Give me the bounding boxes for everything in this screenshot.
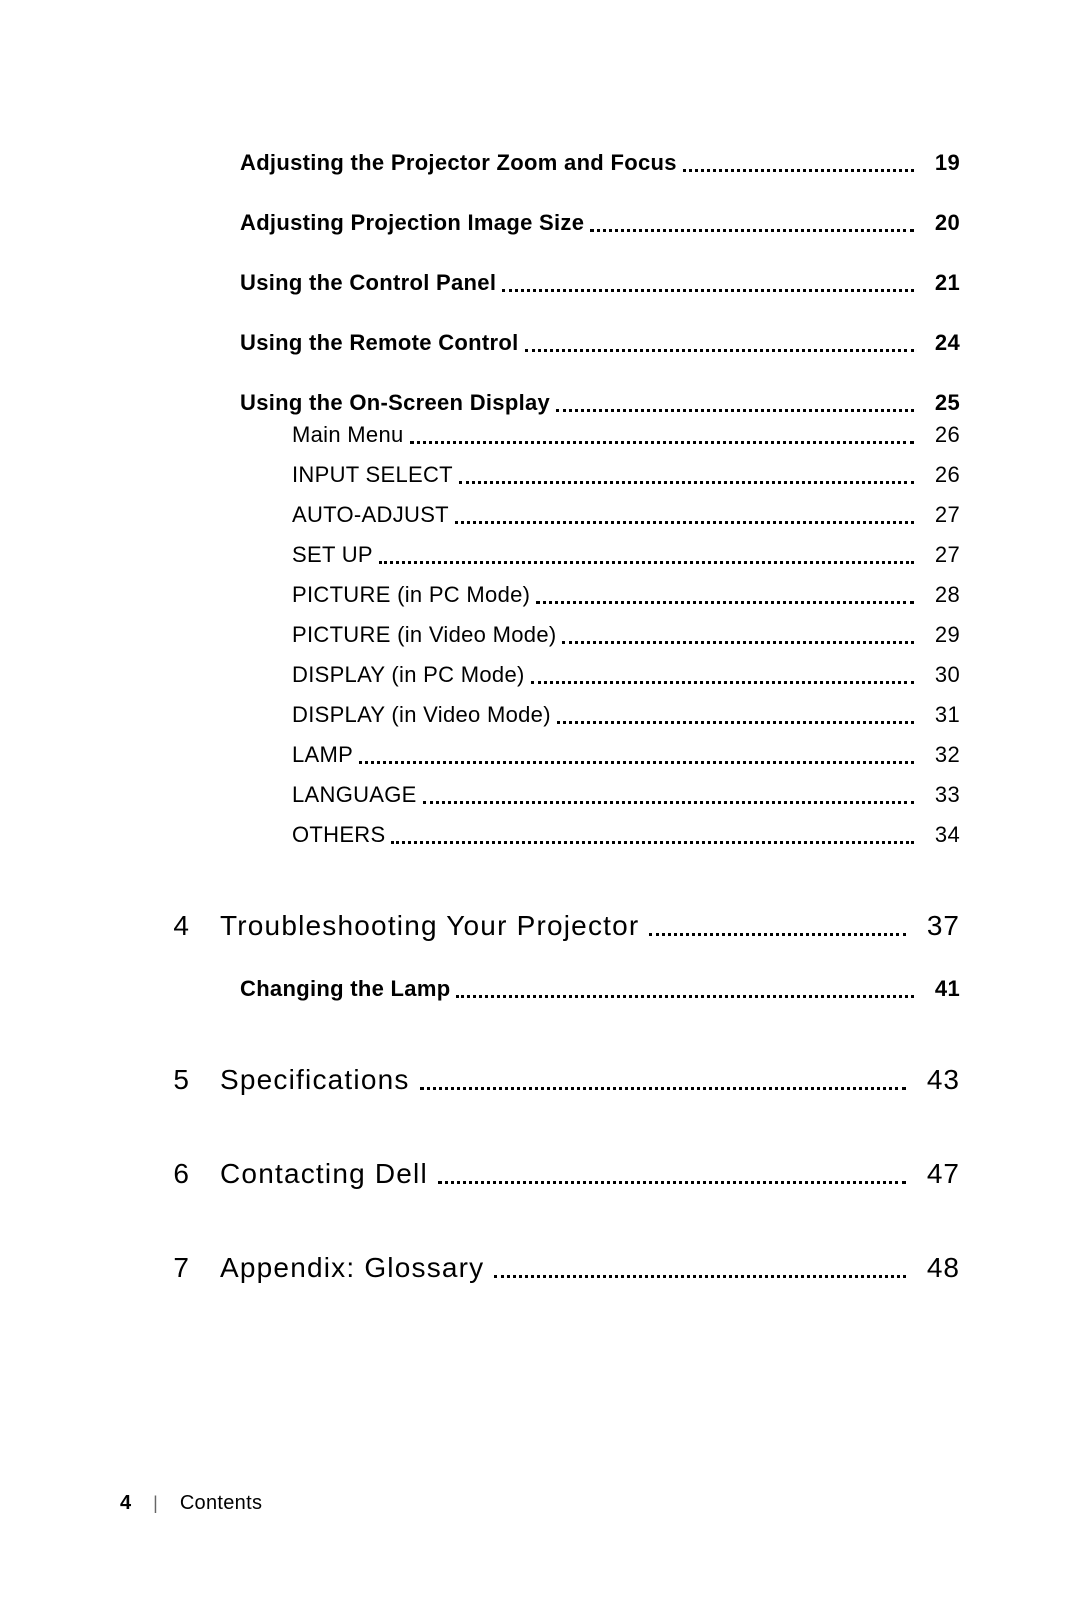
dot-leader — [525, 339, 914, 352]
chapter-number: 6 — [120, 1158, 220, 1190]
chapter-row: Specifications 43 — [220, 1064, 960, 1096]
page: Adjusting the Projector Zoom and Focus 1… — [0, 0, 1080, 1620]
dot-leader — [459, 471, 914, 484]
toc-item-label: Adjusting the Projector Zoom and Focus — [240, 150, 677, 176]
toc-subsub-item: AUTO-ADJUST 27 — [292, 502, 960, 528]
chapter-page: 47 — [916, 1158, 960, 1190]
toc-subsub-item: LAMP 32 — [292, 742, 960, 768]
toc-item-label: SET UP — [292, 542, 373, 568]
toc-item-label: DISPLAY (in Video Mode) — [292, 702, 551, 728]
footer-section-label: Contents — [180, 1492, 262, 1515]
dot-leader — [557, 711, 914, 724]
chapter-number: 5 — [120, 1064, 220, 1096]
dot-leader — [410, 431, 914, 444]
footer-page-number: 4 — [120, 1492, 131, 1515]
toc-item-page: 20 — [920, 210, 960, 236]
footer-separator: | — [153, 1493, 158, 1514]
toc-item-page: 26 — [920, 422, 960, 448]
toc-item-page: 32 — [920, 742, 960, 768]
dot-leader — [455, 511, 914, 524]
toc-item-page: 25 — [920, 390, 960, 416]
dot-leader — [359, 751, 914, 764]
toc-subsub-item: DISPLAY (in PC Mode) 30 — [292, 662, 960, 688]
chapter-page: 43 — [916, 1064, 960, 1096]
toc-item-label: AUTO-ADJUST — [292, 502, 449, 528]
page-footer: 4 | Contents — [120, 1492, 262, 1515]
toc-item-page: 33 — [920, 782, 960, 808]
toc-subsub-item: Main Menu 26 — [292, 422, 960, 448]
toc-chapter: 4 Troubleshooting Your Projector 37 — [120, 910, 960, 942]
dot-leader — [536, 591, 914, 604]
dot-leader — [456, 985, 914, 998]
toc-subsub-item: OTHERS 34 — [292, 822, 960, 848]
toc-sub-item: Changing the Lamp 41 — [240, 976, 960, 1002]
chapter-row: Troubleshooting Your Projector 37 — [220, 910, 960, 942]
toc-chapter: 5 Specifications 43 — [120, 1064, 960, 1096]
dot-leader — [438, 1172, 906, 1184]
toc-item-page: 31 — [920, 702, 960, 728]
toc-item-page: 27 — [920, 542, 960, 568]
toc-chapter: 6 Contacting Dell 47 — [120, 1158, 960, 1190]
toc-subsub-item: INPUT SELECT 26 — [292, 462, 960, 488]
toc-item-label: DISPLAY (in PC Mode) — [292, 662, 525, 688]
chapter-page: 37 — [916, 910, 960, 942]
toc-item-page: 34 — [920, 822, 960, 848]
dot-leader — [556, 399, 914, 412]
toc-item-page: 21 — [920, 270, 960, 296]
toc-sub-item: Using the Remote Control 24 — [240, 330, 960, 356]
chapter-title: Specifications — [220, 1064, 410, 1096]
toc-item-label: PICTURE (in Video Mode) — [292, 622, 556, 648]
chapter-number: 7 — [120, 1252, 220, 1284]
table-of-contents: Adjusting the Projector Zoom and Focus 1… — [120, 150, 960, 1284]
toc-subsub-item: DISPLAY (in Video Mode) 31 — [292, 702, 960, 728]
dot-leader — [683, 159, 914, 172]
toc-item-label: INPUT SELECT — [292, 462, 453, 488]
dot-leader — [502, 279, 914, 292]
toc-item-page: 19 — [920, 150, 960, 176]
toc-sub-item: Using the Control Panel 21 — [240, 270, 960, 296]
toc-item-label: LAMP — [292, 742, 353, 768]
toc-item-label: LANGUAGE — [292, 782, 417, 808]
chapter-title: Appendix: Glossary — [220, 1252, 484, 1284]
toc-item-label: PICTURE (in PC Mode) — [292, 582, 530, 608]
toc-item-label: Using the Control Panel — [240, 270, 496, 296]
toc-sub-item: Using the On-Screen Display 25 — [240, 390, 960, 416]
toc-item-page: 29 — [920, 622, 960, 648]
dot-leader — [562, 631, 914, 644]
chapter-row: Contacting Dell 47 — [220, 1158, 960, 1190]
toc-item-label: Using the On-Screen Display — [240, 390, 550, 416]
dot-leader — [649, 924, 906, 936]
toc-subsub-item: PICTURE (in Video Mode) 29 — [292, 622, 960, 648]
toc-chapter: 7 Appendix: Glossary 48 — [120, 1252, 960, 1284]
toc-subsub-item: SET UP 27 — [292, 542, 960, 568]
chapter-row: Appendix: Glossary 48 — [220, 1252, 960, 1284]
toc-subsub-item: LANGUAGE 33 — [292, 782, 960, 808]
toc-item-page: 27 — [920, 502, 960, 528]
chapter-title: Contacting Dell — [220, 1158, 428, 1190]
toc-sub-item: Adjusting the Projector Zoom and Focus 1… — [240, 150, 960, 176]
dot-leader — [391, 831, 914, 844]
toc-item-page: 28 — [920, 582, 960, 608]
dot-leader — [423, 791, 914, 804]
chapter-page: 48 — [916, 1252, 960, 1284]
dot-leader — [379, 551, 914, 564]
toc-item-label: Changing the Lamp — [240, 976, 450, 1002]
dot-leader — [494, 1266, 906, 1278]
toc-item-page: 26 — [920, 462, 960, 488]
toc-sub-item: Adjusting Projection Image Size 20 — [240, 210, 960, 236]
chapter-number: 4 — [120, 910, 220, 942]
toc-item-label: Adjusting Projection Image Size — [240, 210, 584, 236]
toc-item-page: 41 — [920, 976, 960, 1002]
toc-item-page: 24 — [920, 330, 960, 356]
toc-item-page: 30 — [920, 662, 960, 688]
dot-leader — [531, 671, 914, 684]
dot-leader — [420, 1078, 906, 1090]
dot-leader — [590, 219, 914, 232]
chapter-title: Troubleshooting Your Projector — [220, 910, 639, 942]
toc-item-label: Main Menu — [292, 422, 404, 448]
toc-subsub-item: PICTURE (in PC Mode) 28 — [292, 582, 960, 608]
toc-item-label: Using the Remote Control — [240, 330, 519, 356]
toc-item-label: OTHERS — [292, 822, 385, 848]
